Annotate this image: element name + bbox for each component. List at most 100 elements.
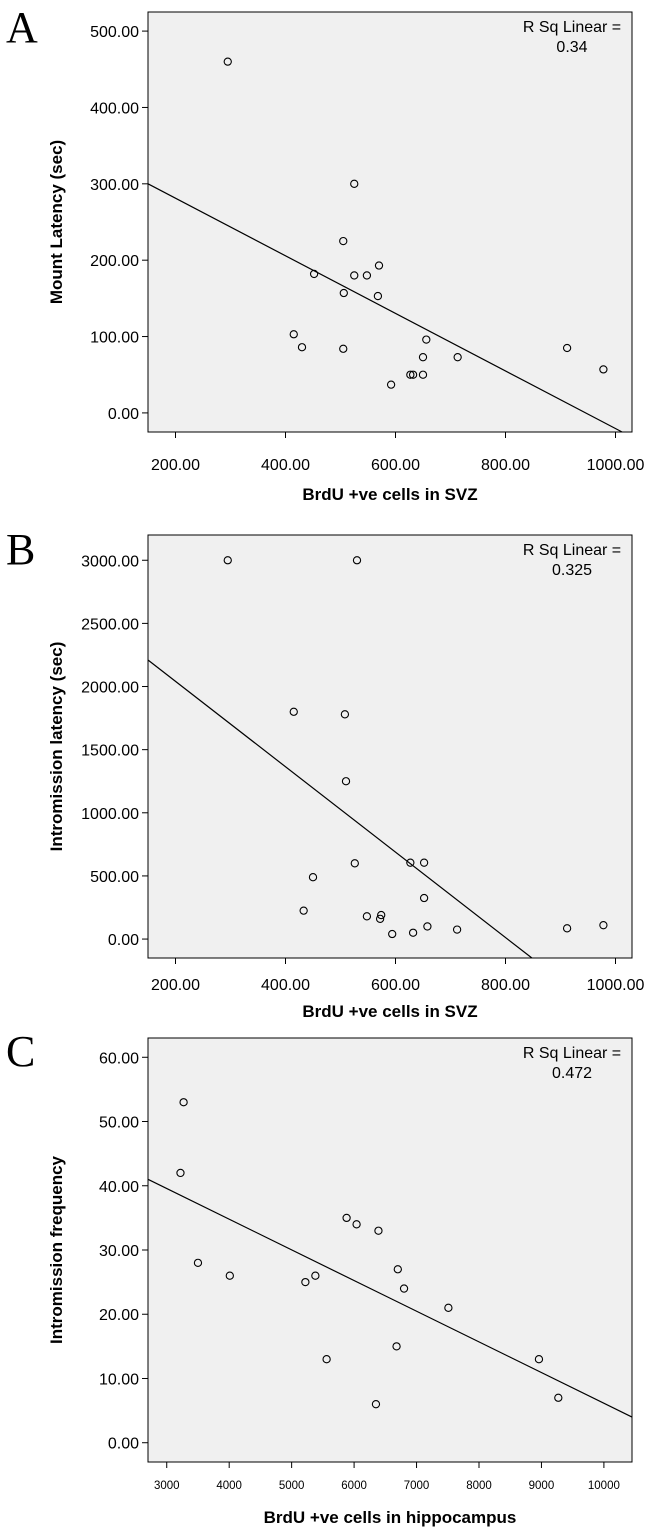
y-tick-label: 0.00 [108, 932, 139, 949]
data-point [375, 914, 385, 924]
data-point [352, 1220, 361, 1229]
x-tick-label: 7000 [404, 1480, 430, 1492]
data-point [339, 288, 348, 298]
data-point [419, 893, 429, 903]
data-point [223, 556, 232, 565]
panel-label-b: B [6, 525, 36, 574]
data-point [311, 1271, 320, 1280]
data-point [350, 859, 359, 868]
x-tick-label: 200.00 [151, 457, 200, 474]
x-axis-label: BrdU +ve cells in SVZ [302, 485, 477, 504]
data-point [297, 343, 307, 352]
plot-area [147, 1037, 633, 1463]
data-point [406, 370, 415, 379]
data-point [362, 912, 372, 921]
scatter-chart-c: 0.00 10.00 20.00 30.00 40.00 50.00 60.00 3000 40… [47, 1037, 633, 1527]
fit-line [147, 659, 533, 959]
data-point [453, 353, 462, 362]
data-point [193, 1258, 203, 1267]
y-axis-label: Intromission latency (sec) [47, 642, 66, 852]
data-point [599, 921, 608, 930]
data-point [393, 1265, 402, 1274]
y-tick-label: 400.00 [90, 100, 139, 117]
rsq-label: R Sq Linear = [523, 19, 621, 36]
x-tick-label: 600.00 [371, 457, 420, 474]
y-tick-label: 1500.00 [81, 743, 139, 760]
y-axis-label: Intromission frequency [47, 1155, 66, 1344]
data-point [418, 370, 428, 379]
data-point [562, 343, 572, 353]
y-tick-label: 2500.00 [81, 616, 139, 633]
data-point [377, 910, 386, 920]
data-point [374, 261, 384, 270]
data-point [352, 556, 362, 565]
y-tick-label: 30.00 [99, 1243, 139, 1260]
data-point [223, 57, 232, 66]
data-point [406, 858, 415, 867]
x-tick-label: 800.00 [481, 977, 530, 994]
data-point [408, 928, 418, 937]
data-point [371, 1400, 381, 1409]
data-point [322, 1355, 331, 1364]
data-point [176, 1168, 185, 1178]
data-point [422, 335, 431, 344]
rsq-value: 0.34 [556, 39, 587, 56]
data-point [444, 1303, 453, 1312]
y-tick-label: 0.00 [108, 406, 139, 423]
y-tick-label: 1000.00 [81, 806, 139, 823]
y-tick-label: 200.00 [90, 253, 139, 270]
y-axis-label: Mount Latency (sec) [47, 140, 66, 304]
data-point [179, 1098, 188, 1107]
data-point [392, 1342, 401, 1351]
y-tick-label: 60.00 [99, 1050, 139, 1067]
rsq-value: 0.325 [552, 562, 592, 579]
data-point [423, 922, 432, 931]
fit-line [147, 1178, 633, 1418]
panel-label-c: C [6, 1027, 36, 1076]
x-tick-label: 3000 [154, 1480, 180, 1492]
x-tick-label: 8000 [466, 1480, 492, 1492]
x-tick-label: 400.00 [261, 977, 310, 994]
x-axis-label: BrdU +ve cells in SVZ [302, 1002, 477, 1021]
plot-area [147, 11, 633, 433]
data-point [342, 1213, 351, 1223]
data-point [289, 330, 298, 339]
data-point [299, 906, 308, 915]
data-point [373, 291, 383, 301]
y-tick-label: 500.00 [90, 24, 139, 41]
data-point [339, 344, 348, 353]
y-tick-label: 0.00 [108, 1436, 139, 1453]
data-point [419, 858, 429, 867]
data-point [339, 236, 348, 246]
x-tick-label: 1000.00 [587, 457, 645, 474]
fit-line [147, 183, 623, 433]
x-tick-label: 10000 [588, 1480, 620, 1492]
data-point [350, 271, 359, 280]
x-tick-label: 5000 [279, 1480, 305, 1492]
data-point [308, 873, 318, 882]
x-tick-label: 600.00 [371, 977, 420, 994]
x-tick-label: 400.00 [261, 457, 310, 474]
data-point [301, 1277, 310, 1287]
y-tick-label: 10.00 [99, 1371, 139, 1388]
y-tick-label: 3000.00 [81, 553, 139, 570]
y-tick-label: 500.00 [90, 869, 139, 886]
data-point [399, 1284, 409, 1293]
data-point [309, 269, 319, 279]
data-point [350, 179, 359, 188]
scatter-chart-b: 0.00 500.00 1000.00 1500.00 2000.00 2500.00 30… [47, 534, 645, 1021]
data-point [534, 1355, 544, 1364]
y-tick-label: 50.00 [99, 1115, 139, 1132]
rsq-label: R Sq Linear = [523, 1045, 621, 1062]
data-point [562, 924, 572, 933]
data-point [418, 353, 428, 362]
x-tick-label: 6000 [341, 1480, 367, 1492]
rsq-value: 0.472 [552, 1065, 592, 1082]
data-point [554, 1393, 563, 1402]
data-point [388, 929, 397, 939]
panel-label-a: A [6, 3, 38, 52]
data-point [362, 271, 372, 280]
data-point [386, 380, 396, 389]
plot-area [147, 534, 633, 959]
